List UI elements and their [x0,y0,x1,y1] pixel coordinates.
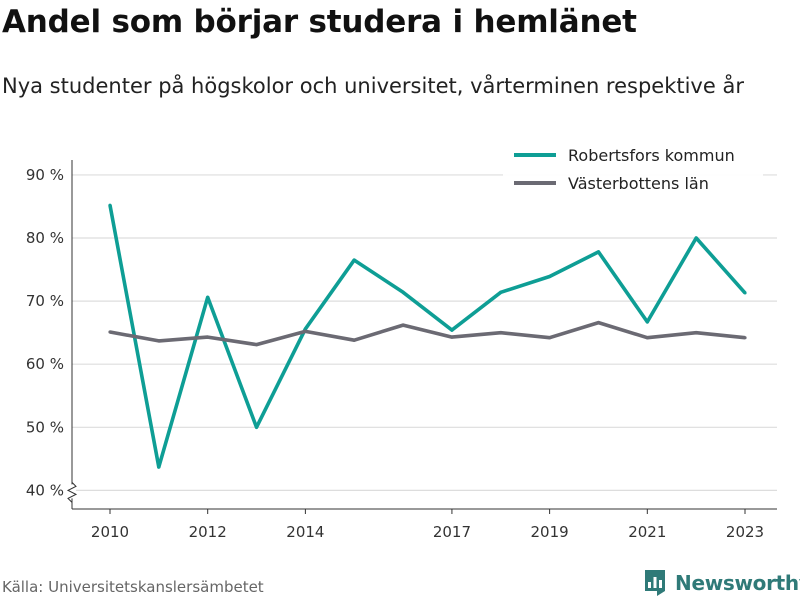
data-point [743,291,747,295]
chart-title: Andel som börjar studera i hemlänet [2,4,637,40]
data-point [548,274,552,279]
x-tick-label: 2010 [91,523,129,541]
data-point [352,338,356,342]
legend-label: Robertsfors kommun [568,146,735,165]
data-point [254,343,259,347]
data-point [499,331,503,335]
data-point [206,295,210,299]
x-tick-label: 2019 [531,523,569,541]
data-point [596,250,601,254]
y-tick-label: 40 % [26,481,64,499]
legend: Robertsfors kommun Västerbottens län [503,139,763,201]
data-point [645,336,649,340]
data-point [450,328,454,332]
data-point [499,290,503,294]
source-note: Källa: Universitetskanslersämbetet [2,578,264,596]
legend-label: Västerbottens län [568,174,709,193]
y-tick-label: 90 % [26,166,64,184]
brand-name: Newsworthy [675,571,800,595]
grid-lines [72,174,777,491]
series-line-1 [109,320,746,347]
data-point [694,331,698,335]
chart-subtitle: Nya studenter på högskolor och universit… [2,74,744,98]
data-point [548,336,552,340]
data-point [401,290,405,294]
data-point [645,320,649,324]
brand-logo: Newsworthy [643,568,800,598]
data-point [450,335,454,339]
x-tick-label: 2014 [286,523,324,541]
data-point [596,320,601,325]
x-tick-label: 2021 [628,523,666,541]
data-point [254,425,259,429]
data-point [694,236,698,240]
bar-chart-logo-icon [645,570,665,596]
y-tick-label: 70 % [26,292,64,310]
data-point [303,327,307,331]
x-tick-label: 2012 [189,523,227,541]
y-tick-label: 50 % [26,418,64,436]
axis-break-gap [68,484,76,499]
data-point [401,323,405,327]
data-point [206,335,210,339]
series-line-0 [108,204,747,469]
x-tick-label: 2017 [433,523,471,541]
data-point [303,329,307,333]
data-point [743,336,747,340]
data-point [157,465,161,469]
data-point [108,330,112,334]
axis-break-icon [66,482,78,503]
y-tick-label: 60 % [26,355,64,373]
data-point [108,203,112,207]
legend-box [503,139,763,201]
data-point [157,339,161,343]
data-point [352,258,356,262]
axes: 40 % 50 % 60 % 70 % 80 % 90 % 2010 2012 2014 2017… [26,160,777,541]
series-lines [108,203,747,469]
y-tick-label: 80 % [26,229,64,247]
x-tick-label: 2023 [726,523,764,541]
